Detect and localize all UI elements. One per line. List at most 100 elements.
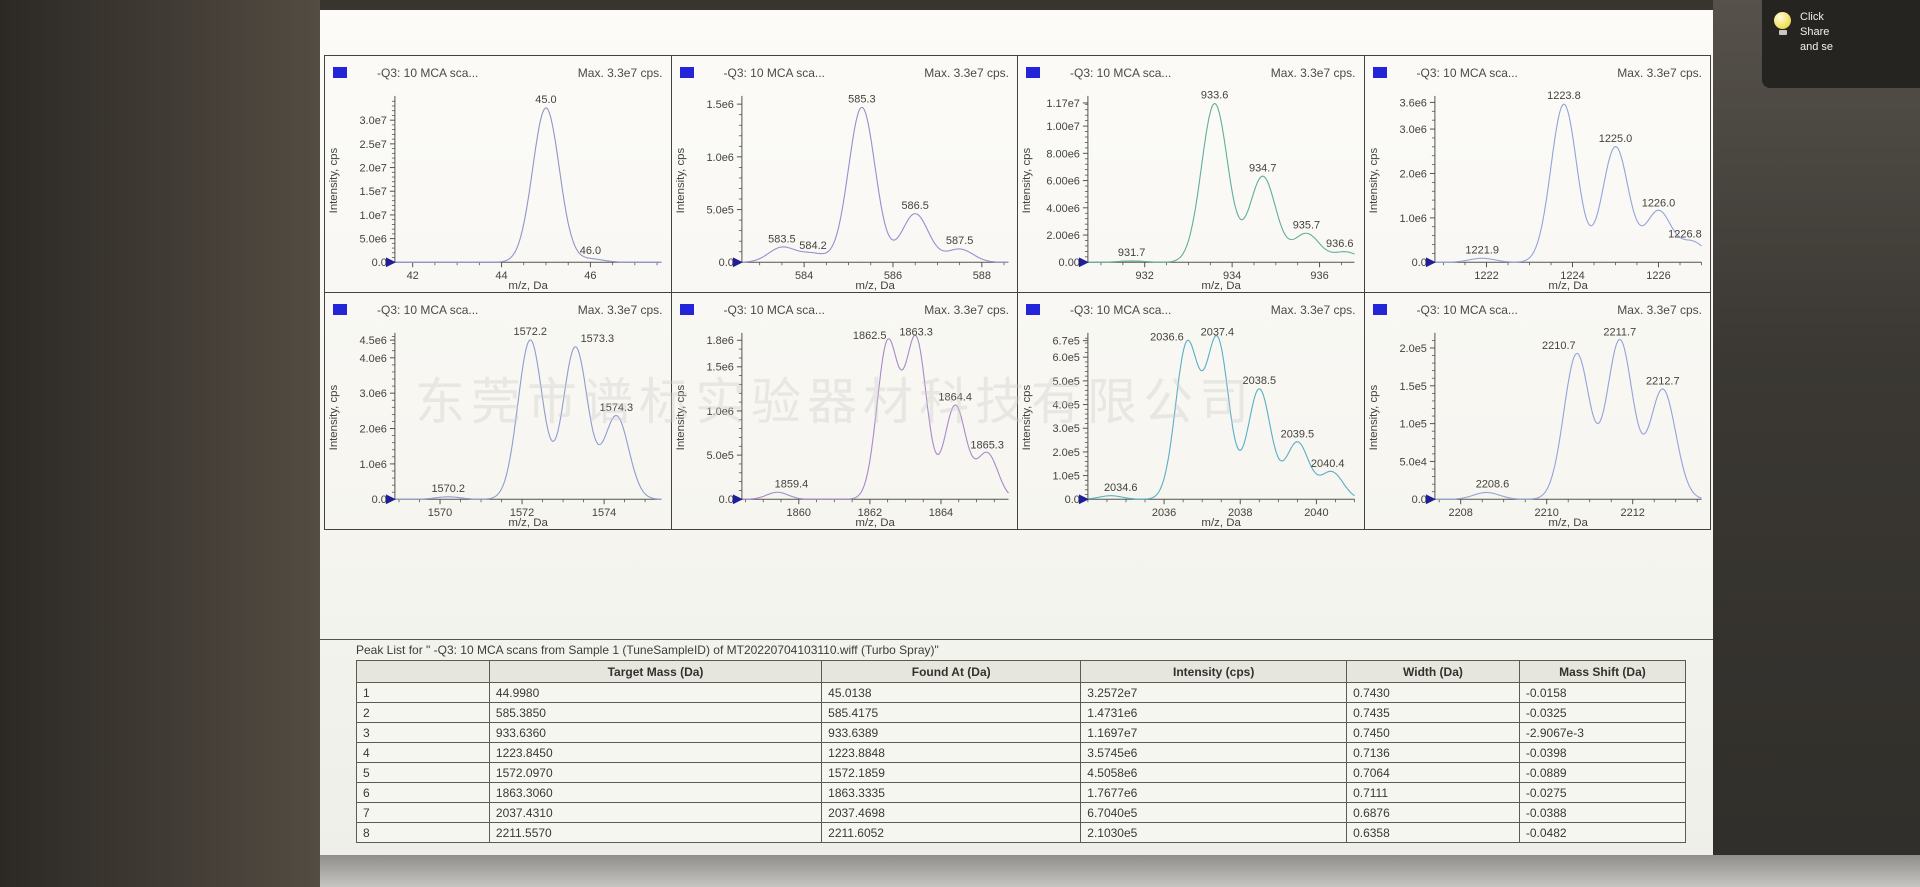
svg-text:0.0: 0.0 — [1411, 494, 1426, 506]
spectrum-panel: -Q3: 10 MCA sca... Max. 3.3e7 cps. 0.0 5.0e… — [1364, 293, 1711, 530]
peak-label: 2040.4 — [1311, 458, 1345, 470]
panel-header: -Q3: 10 MCA sca... Max. 3.3e7 cps. — [1018, 56, 1364, 85]
svg-text:0.0: 0.0 — [1411, 257, 1426, 269]
spectrum-plot[interactable]: 0.00 2.00e6 4.00e6 6.00e6 8.00e6 1.00e7 1.17e7… — [1018, 85, 1364, 292]
peak-label: 2039.5 — [1281, 429, 1315, 441]
svg-text:0.0: 0.0 — [718, 494, 733, 506]
peak-label: 1570.2 — [431, 483, 465, 495]
table-row[interactable]: 8 2211.5570 2211.6052 2.1030e5 0.6358 -0.0482 — [356, 822, 1687, 843]
pane-select-icon[interactable] — [1372, 304, 1387, 315]
svg-text:Intensity, cps: Intensity, cps — [328, 385, 340, 451]
svg-text:1224: 1224 — [1560, 270, 1584, 282]
svg-text:2.0e6: 2.0e6 — [1399, 168, 1426, 180]
svg-text:1.0e7: 1.0e7 — [359, 210, 386, 222]
spectrum-plot[interactable]: 0.0 1.0e5 2.0e5 3.0e5 4.0e5 5.0e5 6.0e5 6.7e5 20… — [1018, 322, 1364, 529]
peak-label: 583.5 — [768, 234, 795, 246]
svg-text:1.8e6: 1.8e6 — [706, 335, 733, 347]
table-row[interactable]: 5 1572.0970 1572.1859 4.5058e6 0.7064 -0.0889 — [356, 762, 1687, 783]
pane-select-icon[interactable] — [1026, 304, 1040, 315]
svg-text:Intensity, cps: Intensity, cps — [1021, 385, 1033, 451]
table-row[interactable]: 2 585.3850 585.4175 1.4731e6 0.7435 -0.0325 — [356, 702, 1687, 723]
table-row[interactable]: 1 44.9980 45.0138 3.2572e7 0.7430 -0.0158 — [356, 682, 1687, 703]
spectrum-plot[interactable]: 0.0 1.0e6 2.0e6 3.0e6 4.0e6 4.5e6 1570 1572 1574… — [325, 322, 671, 529]
peak-list-title: Peak List for " -Q3: 10 MCA scans from S… — [356, 643, 939, 657]
table-cell: 2211.6052 — [821, 822, 1082, 843]
svg-text:584: 584 — [794, 270, 812, 282]
pane-select-icon[interactable] — [679, 304, 694, 315]
svg-text:588: 588 — [972, 270, 990, 282]
svg-text:2.5e7: 2.5e7 — [359, 139, 386, 151]
table-header-cell: Width (Da) — [1346, 660, 1520, 683]
pane-select-icon[interactable] — [1372, 67, 1387, 78]
spectrum-plot[interactable]: 0.0 5.0e5 1.0e6 1.5e6 584 586 588 m/z, Da Intens… — [672, 85, 1018, 292]
table-cell: 4.5058e6 — [1080, 762, 1348, 783]
table-cell: 3.5745e6 — [1080, 742, 1348, 763]
table-cell: 6 — [356, 782, 490, 803]
svg-text:2208: 2208 — [1448, 507, 1472, 519]
panel-title: -Q3: 10 MCA sca... — [1070, 65, 1172, 80]
peak-label: 1573.3 — [581, 333, 615, 345]
svg-text:934: 934 — [1223, 270, 1241, 282]
table-cell: 585.3850 — [488, 702, 823, 723]
spectrum-panel: -Q3: 10 MCA sca... Max. 3.3e7 cps. 0.00 2.0… — [1018, 56, 1365, 293]
svg-text:6.00e6: 6.00e6 — [1046, 176, 1080, 188]
spectrum-panel: -Q3: 10 MCA sca... Max. 3.3e7 cps. 0.0 1.0e… — [1364, 56, 1711, 293]
svg-text:2.0e5: 2.0e5 — [1399, 343, 1426, 355]
table-cell: 2.1030e5 — [1080, 822, 1348, 843]
spectrum-panel: -Q3: 10 MCA sca... Max. 3.3e7 cps. 0.0 1.0e… — [325, 293, 672, 530]
table-cell: -0.0482 — [1518, 822, 1687, 843]
svg-text:586: 586 — [883, 270, 901, 282]
spectrum-plot[interactable]: 0.0 5.0e5 1.0e6 1.5e6 1.8e6 1860 1862 1864 m/z, … — [672, 322, 1018, 529]
monitor-bezel-top — [320, 0, 1713, 10]
peak-label: 1221.9 — [1465, 244, 1499, 256]
panel-max-label: Max. 3.3e7 cps. — [1617, 65, 1702, 80]
peak-label: 585.3 — [848, 93, 875, 105]
panel-title: -Q3: 10 MCA sca... — [377, 65, 479, 80]
table-cell: 4 — [356, 742, 490, 763]
peak-label: 2210.7 — [1542, 340, 1576, 352]
table-cell: 1572.0970 — [488, 762, 823, 783]
table-cell: 44.9980 — [488, 682, 823, 703]
svg-text:1572: 1572 — [510, 507, 534, 519]
pane-select-icon[interactable] — [679, 67, 694, 78]
svg-text:1.5e6: 1.5e6 — [706, 99, 733, 111]
spectrum-plot[interactable]: 0.0 5.0e6 1.0e7 1.5e7 2.0e7 2.5e7 3.0e7 42 44 46 m… — [325, 85, 671, 292]
peak-label: 2211.7 — [1603, 326, 1636, 338]
panel-max-label: Max. 3.3e7 cps. — [924, 65, 1009, 80]
panel-header: -Q3: 10 MCA sca... Max. 3.3e7 cps. — [1365, 56, 1711, 85]
svg-text:1222: 1222 — [1474, 270, 1498, 282]
svg-text:2.0e5: 2.0e5 — [1052, 447, 1079, 459]
peak-label: 931.7 — [1118, 247, 1145, 259]
table-row[interactable]: 7 2037.4310 2037.4698 6.7040e5 0.6876 -0.0388 — [356, 802, 1687, 823]
svg-text:1.0e6: 1.0e6 — [359, 459, 386, 471]
notification-popup[interactable]: Click Share and se — [1762, 0, 1920, 88]
spectrum-plot[interactable]: 0.0 1.0e6 2.0e6 3.0e6 3.6e6 1222 1224 1226 m/z, … — [1365, 85, 1711, 292]
pane-select-icon[interactable] — [333, 67, 347, 78]
svg-text:m/z, Da: m/z, Da — [1201, 517, 1241, 529]
peak-label: 1574.3 — [600, 402, 634, 414]
svg-text:m/z, Da: m/z, Da — [508, 517, 548, 529]
pane-select-icon[interactable] — [333, 304, 347, 315]
svg-text:0.0: 0.0 — [372, 257, 387, 269]
panel-max-label: Max. 3.3e7 cps. — [577, 65, 663, 80]
peak-label: 2037.4 — [1201, 327, 1235, 339]
table-row[interactable]: 4 1223.8450 1223.8848 3.5745e6 0.7136 -0.0398 — [356, 742, 1687, 763]
peak-label: 1865.3 — [970, 439, 1004, 451]
notification-text: Click Share and se — [1800, 10, 1833, 55]
svg-text:1.5e5: 1.5e5 — [1399, 381, 1426, 393]
pane-select-icon[interactable] — [1026, 67, 1040, 78]
panel-title: -Q3: 10 MCA sca... — [1070, 302, 1172, 317]
peak-label: 2212.7 — [1646, 376, 1680, 388]
table-row[interactable]: 3 933.6360 933.6389 1.1697e7 0.7450 -2.9067e-… — [356, 722, 1687, 743]
svg-text:5.0e4: 5.0e4 — [1399, 456, 1426, 468]
spectrum-plot[interactable]: 0.0 5.0e4 1.0e5 1.5e5 2.0e5 2208 2210 2212 m/z, … — [1365, 322, 1711, 529]
svg-text:1862: 1862 — [857, 507, 881, 519]
table-cell: 1223.8450 — [488, 742, 823, 763]
svg-text:2210: 2210 — [1534, 507, 1558, 519]
panel-max-label: Max. 3.3e7 cps. — [1617, 302, 1702, 317]
table-cell: -0.0388 — [1518, 802, 1687, 823]
peak-label: 1864.4 — [938, 392, 972, 404]
table-row[interactable]: 6 1863.3060 1863.3335 1.7677e6 0.7111 -0.0275 — [356, 782, 1687, 803]
svg-text:4.5e6: 4.5e6 — [359, 335, 386, 347]
monitor-bezel-left — [0, 0, 320, 887]
